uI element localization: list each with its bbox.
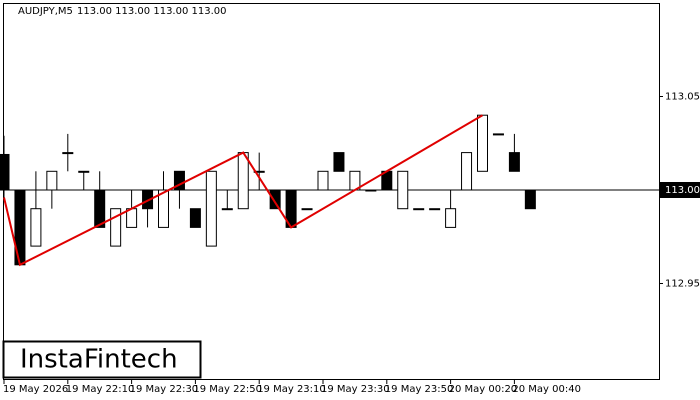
candle-body <box>62 152 74 155</box>
plot-frame <box>3 3 660 380</box>
candle-body <box>253 170 265 173</box>
x-tick-label: 20 May 00:20 <box>449 384 518 395</box>
candle-body <box>524 189 536 210</box>
candle-body <box>269 189 281 210</box>
pattern-line <box>3 114 484 267</box>
candle-body <box>142 189 154 210</box>
candle-body <box>94 189 106 228</box>
logo-box <box>2 340 202 379</box>
candle-body <box>317 170 329 191</box>
y-tick-label: 112.95 <box>665 279 700 290</box>
x-tick-label: 19 May 23:10 <box>257 384 326 395</box>
candle-body <box>221 208 233 211</box>
candle-body <box>413 208 425 211</box>
candle-body <box>477 114 488 172</box>
candle-body <box>397 170 409 210</box>
candle-body <box>301 208 313 211</box>
candle-body <box>189 208 201 228</box>
candle-body <box>461 152 473 191</box>
x-tick-label: 20 May 00:40 <box>512 384 581 395</box>
candle-body <box>492 133 504 136</box>
ohlc-info: 113.00 113.00 113.00 113.00 <box>77 6 227 17</box>
candle-body <box>429 208 441 211</box>
candle-body <box>237 152 249 210</box>
candle-body <box>333 152 345 172</box>
candle-body <box>173 170 185 191</box>
candle-body <box>30 208 42 247</box>
x-tick-label: 19 May 22:10 <box>66 384 135 395</box>
candle-body <box>46 170 58 191</box>
price-box <box>659 182 700 198</box>
plot <box>0 114 659 267</box>
current-price-label: 113.00 <box>665 185 700 196</box>
candle-body <box>78 170 90 173</box>
candle-body <box>445 208 457 228</box>
logo: InstaFintech <box>20 345 178 375</box>
symbol: AUDJPY,M5 <box>18 6 73 17</box>
x-tick-label: 19 May 2026 <box>3 384 68 395</box>
x-tick-label: 19 May 23:50 <box>385 384 454 395</box>
candle-body <box>0 153 10 191</box>
candle-body <box>365 189 377 192</box>
candle-body <box>158 189 169 228</box>
candle-body <box>205 170 217 247</box>
x-tick-label: 19 May 23:30 <box>321 384 390 395</box>
x-tick-label: 19 May 22:50 <box>193 384 262 395</box>
x-tick-label: 19 May 22:30 <box>130 384 199 395</box>
candle-body <box>110 208 122 247</box>
candle-body <box>508 152 520 172</box>
y-tick-label: 113.05 <box>665 92 700 103</box>
